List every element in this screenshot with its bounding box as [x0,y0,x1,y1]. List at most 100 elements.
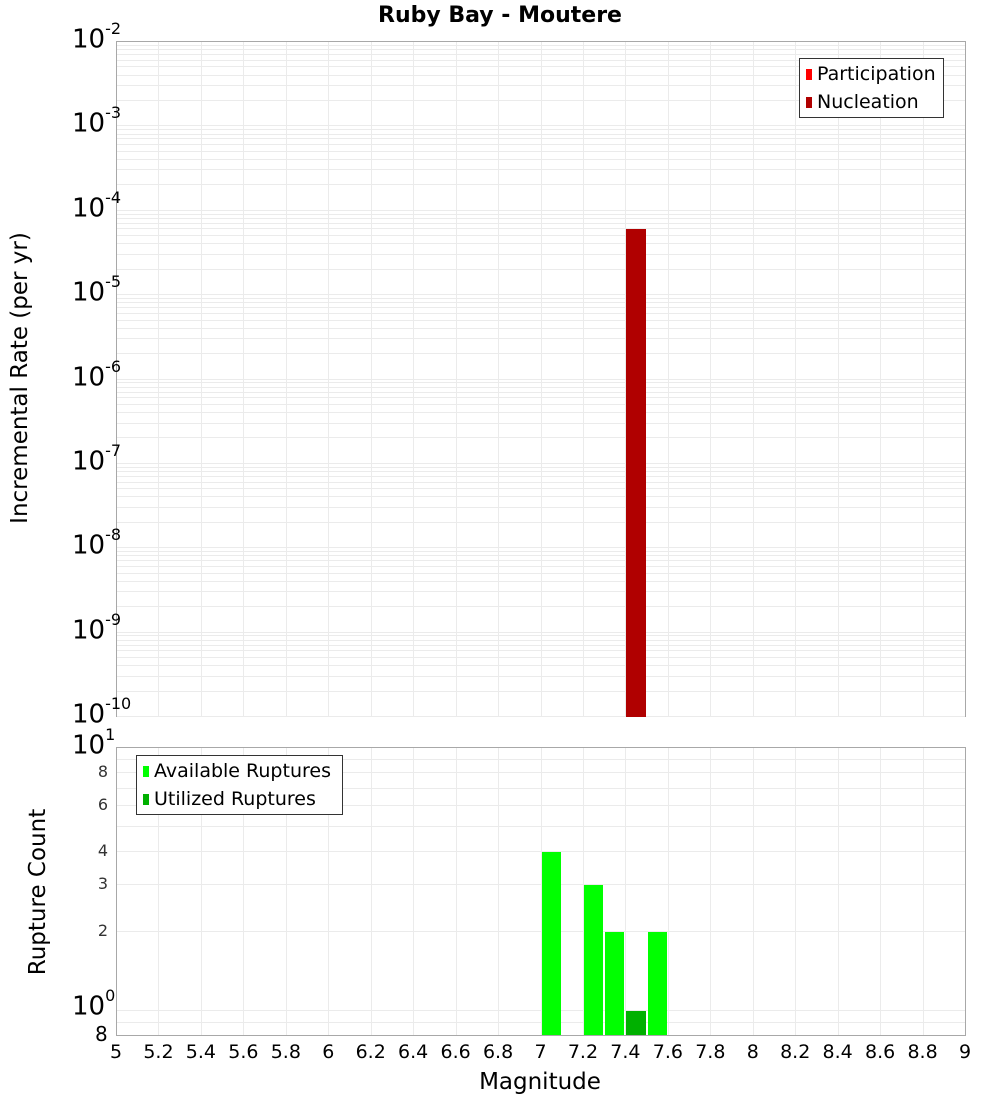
x-axis-title: Magnitude [479,1069,601,1095]
grid-line [117,129,965,130]
y-tick-label: 10-7 [72,445,121,477]
y-tick-label: 2 [78,921,108,940]
grid-line [117,482,965,483]
x-tick-label: 7.2 [568,1041,598,1063]
grid-line [117,392,965,393]
grid-line [795,748,796,1035]
grid-line [117,676,965,677]
bar-available-ruptures [605,932,624,1035]
x-tick-label: 8.4 [823,1041,853,1063]
bar-available-ruptures [648,932,667,1035]
incremental-rate-plot [116,41,966,717]
grid-line [117,151,965,152]
grid-line [117,214,965,215]
utilized-swatch-icon [143,794,149,805]
x-tick-label: 6.8 [483,1041,513,1063]
bottom-legend: Available Ruptures Utilized Ruptures [136,755,343,815]
y-tick-label: 10-4 [72,192,121,224]
available-swatch-icon [143,766,149,777]
grid-line [117,555,965,556]
y-tick-label: 10-9 [72,614,121,646]
grid-line [117,640,965,641]
x-tick-label: 7.8 [695,1041,725,1063]
x-tick-label: 8.2 [780,1041,810,1063]
grid-line [117,716,965,717]
grid-line [117,471,965,472]
x-tick-label: 7.6 [653,1041,683,1063]
grid-line [117,54,965,55]
x-tick-label: 5.8 [271,1041,301,1063]
grid-line [117,353,965,354]
grid-line [371,748,372,1035]
grid-line [117,269,965,270]
grid-line [668,748,669,1035]
grid-line [117,551,965,552]
grid-line [117,412,965,413]
grid-line [117,228,965,229]
grid-line [117,591,965,592]
grid-line [117,387,965,388]
top-legend: Participation Nucleation [799,58,944,118]
grid-line [117,210,965,211]
grid-line [117,423,965,424]
grid-line [625,748,626,1035]
grid-line [117,581,965,582]
grid-line [117,467,965,468]
bar-available-ruptures [584,885,603,1035]
grid-line [117,488,965,489]
grid-line [117,463,965,464]
grid-line [117,657,965,658]
grid-line [117,169,965,170]
grid-line [117,560,965,561]
x-tick-label: 6.6 [440,1041,470,1063]
x-tick-label: 6.2 [356,1041,386,1063]
x-tick-label: 7 [534,1041,546,1063]
x-tick-label: 9 [959,1041,971,1063]
x-tick-label: 5.4 [186,1041,216,1063]
grid-line [117,294,965,295]
grid-line [117,184,965,185]
grid-line [838,748,839,1035]
grid-line [498,748,499,1035]
y-tick-label: 10-8 [72,529,121,561]
grid-line [413,748,414,1035]
grid-line [117,397,965,398]
grid-line [117,566,965,567]
grid-line [117,507,965,508]
x-tick-label: 5.6 [228,1041,258,1063]
grid-line [117,437,965,438]
grid-line [117,826,965,827]
grid-line [117,338,965,339]
grid-line [117,307,965,308]
participation-swatch-icon [806,69,812,80]
grid-line [117,45,965,46]
grid-line [117,632,965,633]
nucleation-swatch-icon [806,97,812,108]
grid-line [117,125,965,126]
bar-utilized-ruptures [626,1011,645,1035]
y-tick-label: 4 [78,841,108,860]
grid-line [117,650,965,651]
grid-line [117,522,965,523]
grid-line [117,328,965,329]
bottom-y-axis-title: Rupture Count [25,809,51,975]
grid-line [456,748,457,1035]
grid-line [117,298,965,299]
y-tick-label: 3 [78,874,108,893]
legend-item-utilized-ruptures: Utilized Ruptures [143,785,336,813]
x-tick-label: 5.2 [143,1041,173,1063]
grid-line [117,665,965,666]
legend-item-participation: Participation [806,60,937,88]
grid-line [117,223,965,224]
grid-line [117,476,965,477]
chart-title: Ruby Bay - Moutere [0,3,1000,28]
x-tick-label: 8.8 [907,1041,937,1063]
grid-line [117,382,965,383]
legend-item-available-ruptures: Available Ruptures [143,757,336,785]
grid-line [117,320,965,321]
y-tick-label: 100 [72,990,115,1022]
x-tick-label: 7.4 [610,1041,640,1063]
grid-line [117,138,965,139]
x-tick-label: 5 [110,1041,122,1063]
x-tick-label: 8.6 [865,1041,895,1063]
